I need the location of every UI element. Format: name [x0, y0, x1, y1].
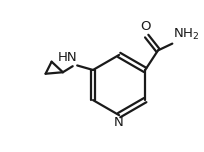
Text: NH$_2$: NH$_2$	[172, 27, 198, 42]
Text: O: O	[140, 20, 151, 33]
Text: N: N	[114, 116, 123, 129]
Text: HN: HN	[57, 51, 77, 64]
